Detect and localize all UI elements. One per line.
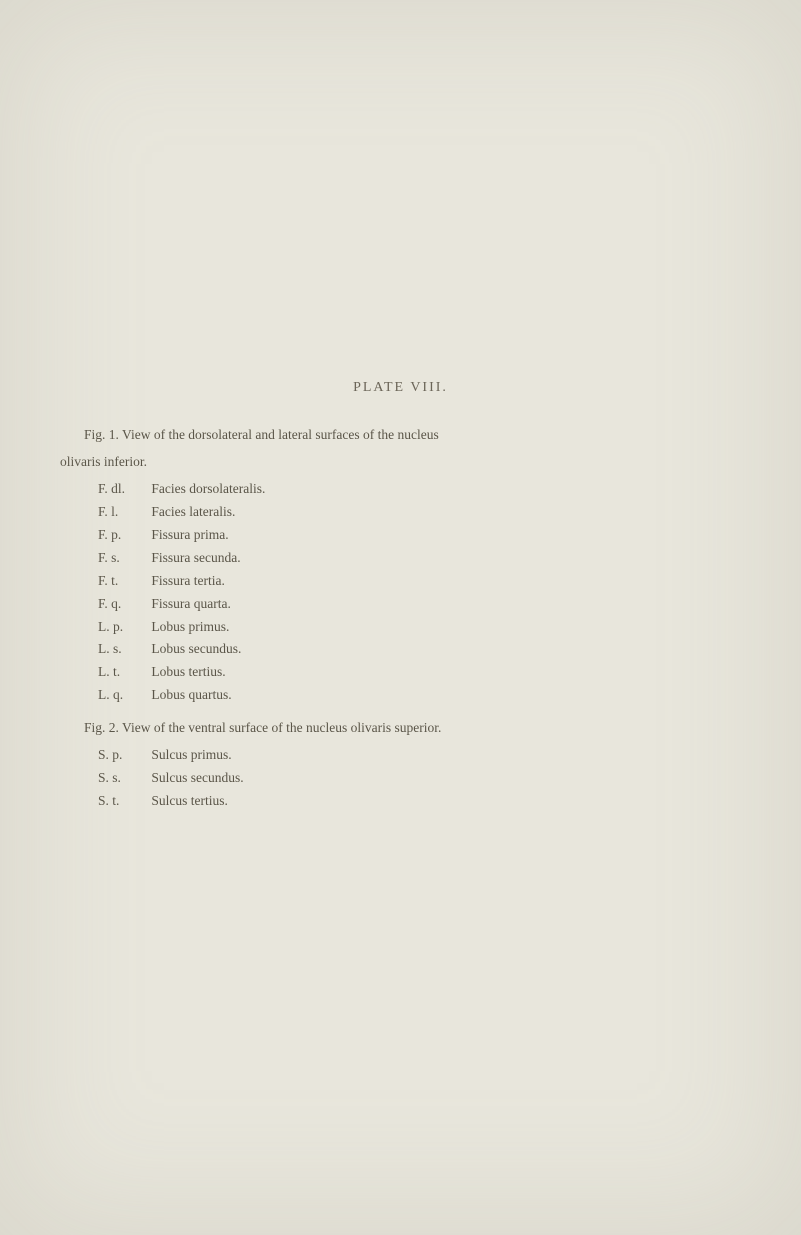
fig1-intro-line2: olivaris inferior. (60, 451, 741, 474)
list-item: F. p. Fissura prima. (60, 524, 741, 547)
list-item: F. t. Fissura tertia. (60, 570, 741, 593)
term-text: Lobus quartus. (151, 687, 231, 702)
term-text: Sulcus secundus. (151, 770, 243, 785)
abbrev-label: L. q. (98, 684, 148, 707)
list-item: L. q. Lobus quartus. (60, 684, 741, 707)
abbrev-label: F. dl. (98, 478, 148, 501)
plate-title: PLATE VIII. (60, 380, 741, 396)
list-item: F. dl. Facies dorsolateralis. (60, 478, 741, 501)
list-item: S. s. Sulcus secundus. (60, 767, 741, 790)
term-text: Sulcus tertius. (151, 793, 228, 808)
abbrev-label: F. l. (98, 501, 148, 524)
list-item: F. q. Fissura quarta. (60, 593, 741, 616)
fig1-intro-line1: Fig. 1. View of the dorsolateral and lat… (60, 424, 741, 447)
term-text: Lobus primus. (151, 619, 229, 634)
list-item: L. p. Lobus primus. (60, 616, 741, 639)
abbrev-label: S. s. (98, 767, 148, 790)
abbrev-label: F. s. (98, 547, 148, 570)
abbrev-label: F. q. (98, 593, 148, 616)
list-item: L. s. Lobus secundus. (60, 638, 741, 661)
list-item: L. t. Lobus tertius. (60, 661, 741, 684)
abbrev-label: S. t. (98, 790, 148, 813)
term-text: Facies lateralis. (151, 504, 235, 519)
abbrev-label: S. p. (98, 744, 148, 767)
term-text: Fissura tertia. (151, 573, 225, 588)
term-text: Sulcus primus. (151, 747, 231, 762)
abbrev-label: F. t. (98, 570, 148, 593)
term-text: Fissura secunda. (151, 550, 240, 565)
term-text: Fissura quarta. (151, 596, 230, 611)
term-text: Lobus secundus. (151, 641, 241, 656)
term-text: Lobus tertius. (151, 664, 225, 679)
abbrev-label: F. p. (98, 524, 148, 547)
list-item: S. p. Sulcus primus. (60, 744, 741, 767)
term-text: Facies dorsolateralis. (151, 481, 265, 496)
abbrev-label: L. p. (98, 616, 148, 639)
list-item: F. l. Facies lateralis. (60, 501, 741, 524)
list-item: S. t. Sulcus tertius. (60, 790, 741, 813)
abbrev-label: L. t. (98, 661, 148, 684)
term-text: Fissura prima. (151, 527, 228, 542)
fig2-intro: Fig. 2. View of the ventral surface of t… (60, 717, 741, 740)
page-content: PLATE VIII. Fig. 1. View of the dorsolat… (0, 0, 801, 873)
list-item: F. s. Fissura secunda. (60, 547, 741, 570)
abbrev-label: L. s. (98, 638, 148, 661)
